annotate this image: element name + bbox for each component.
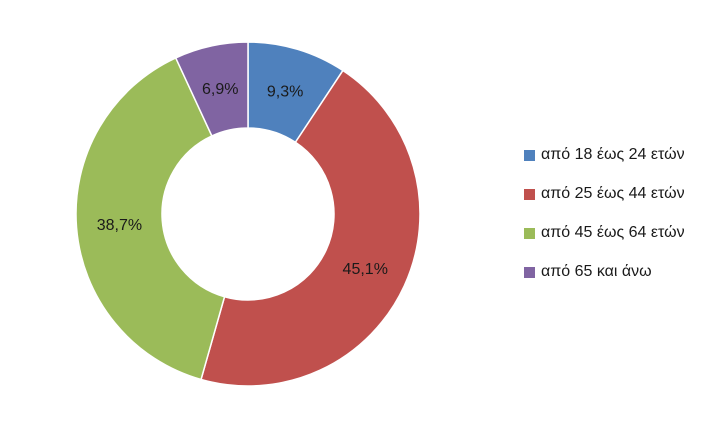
legend-swatch-65-plus [524, 266, 535, 278]
slice-label-25-44: 45,1% [343, 261, 388, 278]
slice-label-45-64: 38,7% [97, 217, 142, 234]
legend-swatch-25-44 [524, 188, 535, 200]
legend-swatch-18-24 [524, 149, 535, 161]
legend-swatch-45-64 [524, 227, 535, 239]
legend-item-45-64: από 45 έως 64 ετών [524, 223, 723, 243]
legend-item-65-plus: από 65 και άνω [524, 262, 723, 282]
slice-25-44 [200, 69, 421, 387]
legend-label-65-plus: από 65 και άνω [541, 263, 652, 280]
legend-item-25-44: από 25 έως 44 ετών [524, 184, 723, 204]
slice-65-plus [174, 41, 249, 137]
slice-45-64 [75, 56, 226, 381]
legend-label-25-44: από 25 έως 44 ετών [541, 185, 685, 202]
chart-legend: από 18 έως 24 ετών από 25 έως 44 ετών απ… [524, 145, 723, 301]
slice-label-18-24: 9,3% [267, 83, 303, 100]
legend-item-18-24: από 18 έως 24 ετών [524, 145, 723, 165]
legend-label-45-64: από 45 έως 64 ετών [541, 224, 685, 241]
legend-label-18-24: από 18 έως 24 ετών [541, 146, 685, 163]
slice-label-65-plus: 6,9% [202, 81, 238, 98]
